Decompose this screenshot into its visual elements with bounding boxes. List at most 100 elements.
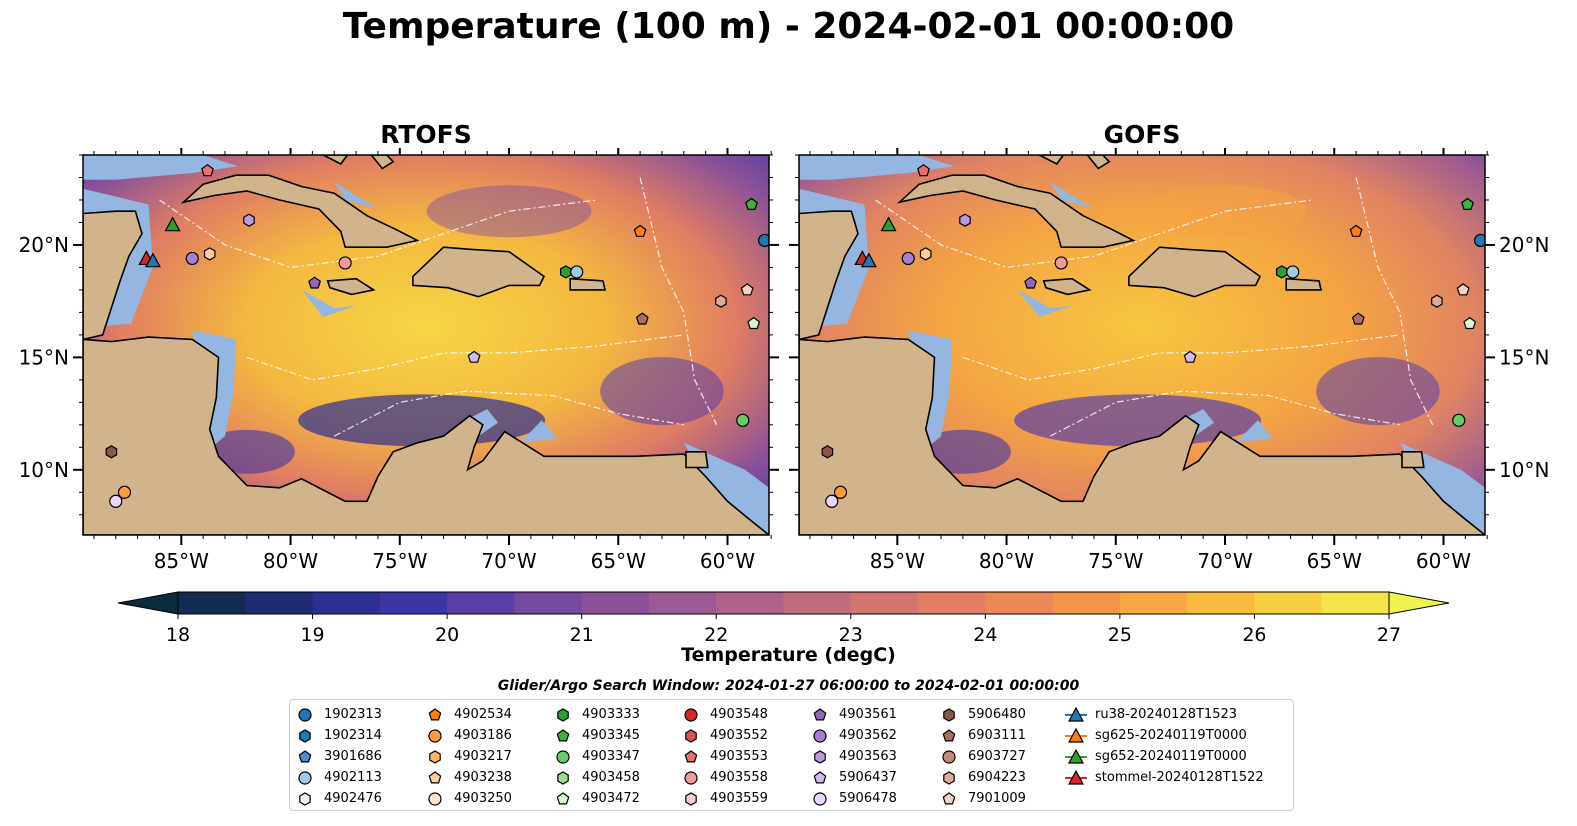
lon-tick-label: 80°W: [263, 549, 318, 573]
legend-column: 4903548 4903552 4903553 4903558 4903559: [680, 704, 768, 809]
legend-item: 4903552: [680, 725, 768, 746]
legend-label: 4903217: [454, 749, 512, 764]
legend-label: 6903111: [968, 728, 1026, 743]
landmass: [412, 246, 546, 298]
landmass: [1086, 155, 1111, 170]
legend-label: 7901009: [968, 791, 1026, 806]
lon-tick-label: 75°W: [1088, 549, 1143, 573]
map-gofs: 85°W 80°W 75°W 70°W 65°W 60°W 20°N 15°N 10°N: [789, 148, 1549, 573]
legend-label: 3901686: [324, 749, 382, 764]
legend-column: ru38-20240128T1523 sg625-20240119T0000 sg6…: [1065, 704, 1264, 788]
colorbar-extend-max: [1388, 591, 1450, 615]
glider-marker: [880, 216, 897, 232]
legend-item: 6903111: [938, 725, 1026, 746]
colorbar-segment: [985, 592, 1054, 614]
map-rtofs: 85°W 80°W 75°W 70°W 65°W 60°W 20°N 15°N 10°N: [19, 148, 779, 573]
legend-label: ru38-20240128T1523: [1095, 707, 1238, 722]
legend-item: 4903250: [424, 788, 512, 809]
legend-item: sg625-20240119T0000: [1065, 725, 1264, 746]
lat-tick-label: 15°N: [19, 345, 69, 369]
argo-marker: [917, 163, 930, 177]
panel-title-rtofs: RTOFS: [380, 120, 472, 149]
lat-tick-label: 20°N: [19, 233, 69, 257]
legend-item: 4903186: [424, 725, 512, 746]
lon-tick-label: 70°W: [1197, 549, 1252, 573]
argo-marker: [747, 316, 761, 330]
hexagon-marker-icon: [299, 728, 311, 743]
landmass: [799, 336, 1485, 535]
argo-marker: [1456, 283, 1470, 296]
circle-marker-icon: [298, 707, 312, 722]
argo-marker: [1452, 413, 1466, 427]
colorbar-segment: [581, 592, 650, 614]
legend-item: 4903458: [552, 767, 640, 788]
map-panel-rtofs: 85°W 80°W 75°W 70°W 65°W 60°W20°N15°N10°N85°W…: [19, 148, 1549, 573]
legend-label: 4903333: [582, 707, 640, 722]
hexagon-marker-icon: [685, 728, 697, 743]
landmass: [685, 450, 709, 469]
legend-item: sg652-20240119T0000: [1065, 746, 1264, 767]
colorbar-segment: [312, 592, 381, 614]
legend-column: 1902313 1902314 3901686 4902113 4902476: [294, 704, 382, 809]
landmass: [896, 174, 1136, 248]
legend-item: 4903472: [552, 788, 640, 809]
lat-tick-label: 10°N: [1499, 458, 1549, 482]
argo-marker: [821, 445, 834, 459]
legend-item: 4903333: [552, 704, 640, 725]
legend-label: 4903345: [582, 728, 640, 743]
argo-marker: [1463, 316, 1477, 330]
argo-marker: [633, 224, 647, 237]
lon-tick-label: 60°W: [1416, 549, 1471, 573]
argo-marker: [1349, 224, 1363, 237]
pentagon-marker-icon: [684, 749, 698, 762]
lon-tick-label: 80°W: [979, 549, 1034, 573]
hexagon-marker-icon: [943, 707, 955, 722]
legend-label: 4903558: [710, 770, 768, 785]
argo-marker: [833, 485, 848, 499]
lat-tick-label: 15°N: [1499, 345, 1549, 369]
circle-marker-icon: [684, 707, 698, 722]
argo-marker: [1054, 256, 1068, 270]
legend-label: 4902113: [324, 770, 382, 785]
legend-label: 4903186: [454, 728, 512, 743]
colorbar-segment: [1254, 592, 1323, 614]
legend-label: 4903458: [582, 770, 640, 785]
colorbar-tick-label: 27: [1377, 624, 1401, 645]
legend-item: 4902476: [294, 788, 382, 809]
landmass: [322, 155, 349, 166]
argo-marker: [758, 233, 769, 248]
landmass: [569, 277, 607, 291]
hexagon-marker-icon: [943, 770, 955, 785]
legend-item: 4903562: [809, 725, 897, 746]
hexagon-marker-icon: [814, 749, 826, 764]
legend-label: 4903562: [839, 728, 897, 743]
landmass: [83, 336, 769, 535]
legend-label: 4903553: [710, 749, 768, 764]
colorbar-segment: [783, 592, 852, 614]
legend-label: sg625-20240119T0000: [1095, 728, 1247, 743]
legend-label: 5906437: [839, 770, 897, 785]
legend-label: 1902314: [324, 728, 382, 743]
landmass: [1042, 277, 1092, 296]
pentagon-marker-icon: [556, 791, 570, 804]
colorbar-tick-label: 18: [166, 624, 190, 645]
legend-item: 4903217: [424, 746, 512, 767]
argo-marker: [105, 445, 118, 459]
colorbar-tick-label: 22: [704, 624, 728, 645]
legend-label: 6904223: [968, 770, 1026, 785]
argo-marker: [109, 494, 123, 508]
hexagon-marker-icon: [685, 791, 697, 806]
legend-label: 4903472: [582, 791, 640, 806]
argo-marker: [570, 265, 584, 279]
triangle-marker-icon: [1065, 769, 1087, 785]
legend-label: stommel-20240128T1522: [1095, 770, 1264, 785]
legend-item: 1902313: [294, 704, 382, 725]
argo-marker: [1351, 312, 1365, 325]
colorbar-segment: [447, 592, 515, 614]
pentagon-marker-icon: [428, 707, 442, 720]
argo-marker: [1431, 294, 1443, 308]
legend-item: 4903347: [552, 746, 640, 767]
lon-tick-label: 85°W: [154, 549, 209, 573]
legend-label: 4903250: [454, 791, 512, 806]
colorbar-segment: [245, 592, 314, 614]
